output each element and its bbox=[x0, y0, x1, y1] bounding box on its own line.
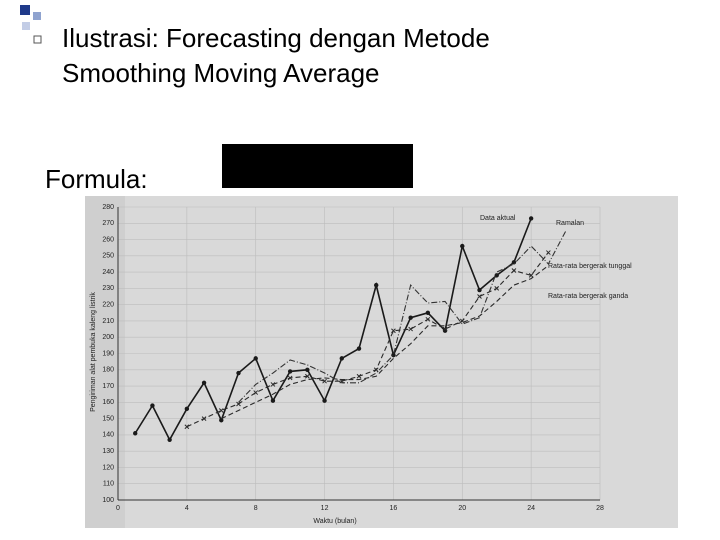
data-point bbox=[201, 416, 207, 421]
data-point bbox=[391, 328, 396, 334]
data-point bbox=[356, 373, 362, 379]
x-tick-label: 28 bbox=[596, 505, 604, 512]
data-point bbox=[373, 367, 379, 373]
series-line bbox=[134, 218, 532, 442]
bullet-decor bbox=[20, 5, 30, 15]
data-point bbox=[305, 367, 310, 372]
title-line: Ilustrasi: Forecasting dengan Metode bbox=[62, 23, 490, 53]
data-point bbox=[425, 316, 431, 322]
x-tick-label: 8 bbox=[254, 505, 258, 512]
x-tick-label: 4 bbox=[185, 505, 189, 512]
data-point bbox=[184, 406, 190, 412]
y-tick-label: 120 bbox=[102, 464, 114, 471]
data-point bbox=[322, 378, 327, 384]
data-point bbox=[494, 286, 500, 291]
data-point bbox=[218, 408, 224, 413]
y-axis-label: Pengiriman alat pembuka kaleng listrik bbox=[90, 292, 97, 412]
x-tick-label: 12 bbox=[321, 505, 329, 512]
data-point bbox=[460, 243, 465, 249]
data-point bbox=[253, 390, 259, 395]
data-point bbox=[219, 418, 224, 423]
y-tick-label: 250 bbox=[102, 253, 114, 260]
y-tick-label: 280 bbox=[102, 204, 114, 211]
y-tick-label: 160 bbox=[102, 399, 114, 406]
data-point bbox=[511, 268, 517, 273]
bullet bbox=[33, 35, 42, 44]
data-point bbox=[270, 398, 276, 403]
legend-label: Rata-rata bergerak ganda bbox=[548, 293, 628, 300]
data-point bbox=[133, 431, 138, 436]
data-point bbox=[201, 380, 207, 385]
x-tick-label: 20 bbox=[458, 505, 466, 512]
y-tick-label: 270 bbox=[102, 220, 114, 227]
y-tick-label: 230 bbox=[102, 285, 114, 292]
data-point bbox=[339, 356, 344, 361]
data-point bbox=[442, 326, 448, 332]
legend-label: Rata-rata bergerak tunggal bbox=[548, 263, 632, 270]
y-tick-label: 190 bbox=[102, 350, 114, 357]
x-tick-label: 0 bbox=[116, 505, 120, 512]
legend-label: Data aktual bbox=[480, 215, 516, 222]
bullet-decor bbox=[33, 12, 41, 20]
y-tick-label: 240 bbox=[102, 269, 114, 276]
y-tick-label: 140 bbox=[102, 432, 114, 439]
series-line bbox=[221, 265, 549, 420]
series-line bbox=[238, 231, 567, 403]
y-tick-label: 110 bbox=[103, 481, 114, 488]
formula-redacted bbox=[222, 144, 413, 188]
y-tick-label: 100 bbox=[102, 497, 114, 504]
data-point bbox=[150, 403, 155, 408]
x-tick-label: 24 bbox=[527, 505, 535, 512]
data-point bbox=[425, 310, 431, 316]
data-point bbox=[408, 315, 413, 320]
y-tick-label: 210 bbox=[102, 318, 114, 325]
x-tick-label: 16 bbox=[390, 505, 398, 512]
y-tick-label: 150 bbox=[102, 415, 114, 422]
chart-background bbox=[85, 196, 678, 528]
y-tick-label: 200 bbox=[102, 334, 114, 341]
series-line bbox=[186, 252, 549, 428]
data-point bbox=[270, 382, 276, 387]
data-point bbox=[236, 401, 241, 407]
y-tick-label: 220 bbox=[102, 302, 114, 309]
data-point bbox=[477, 294, 482, 299]
data-point bbox=[287, 375, 293, 381]
data-point bbox=[546, 250, 551, 255]
title-line: Smoothing Moving Average bbox=[62, 58, 380, 88]
formula-label: Formula: bbox=[45, 164, 148, 194]
data-point bbox=[305, 373, 310, 379]
data-point bbox=[528, 273, 534, 278]
bullet-decor bbox=[22, 22, 30, 30]
data-point bbox=[408, 326, 413, 332]
data-point bbox=[236, 370, 241, 376]
data-point bbox=[356, 346, 362, 351]
data-point bbox=[167, 437, 172, 442]
data-point bbox=[374, 282, 379, 288]
y-tick-label: 180 bbox=[102, 367, 114, 374]
data-point bbox=[184, 424, 190, 430]
y-tick-label: 260 bbox=[102, 236, 114, 243]
x-axis-label: Waktu (bulan) bbox=[313, 518, 356, 525]
legend-label: Ramalan bbox=[556, 220, 584, 227]
y-tick-label: 170 bbox=[102, 383, 114, 390]
data-point bbox=[528, 216, 534, 221]
data-point bbox=[253, 356, 258, 361]
y-tick-label: 130 bbox=[102, 448, 114, 455]
data-point bbox=[287, 369, 293, 374]
data-point bbox=[511, 260, 517, 265]
data-point bbox=[477, 287, 482, 293]
data-point bbox=[322, 398, 327, 403]
